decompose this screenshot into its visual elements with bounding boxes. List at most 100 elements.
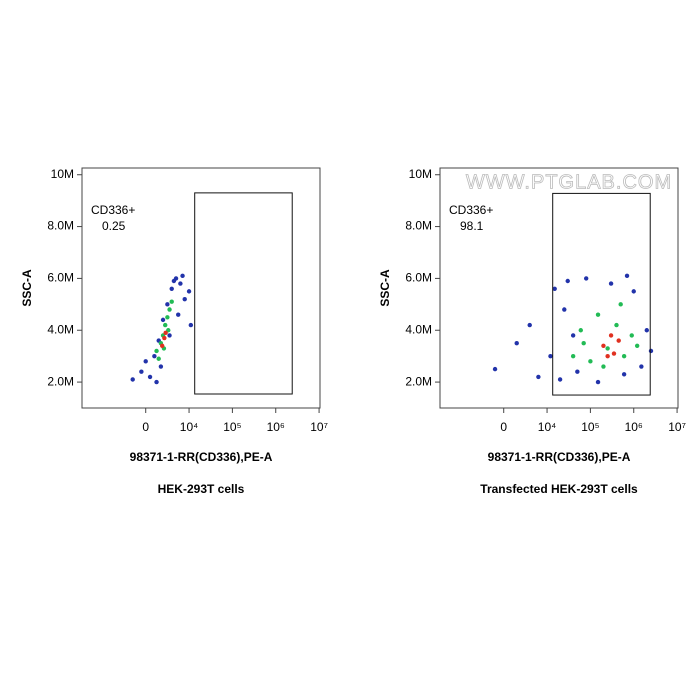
event-point [588, 359, 593, 364]
event-point [167, 307, 172, 312]
event-point [130, 377, 135, 382]
gate-value: 0.25 [102, 219, 126, 233]
event-point [158, 364, 164, 369]
event-point [565, 278, 570, 284]
x-axis-label: 98371-1-RR(CD336),PE-A [488, 450, 631, 464]
event-point [608, 281, 614, 286]
y-tick-label: 10M [51, 167, 74, 181]
x-tick-label: 10⁶ [267, 420, 285, 434]
event-point [154, 348, 159, 354]
y-tick-label: 2.0M [405, 374, 432, 388]
y-tick-label: 2.0M [47, 374, 74, 388]
event-point [147, 374, 153, 380]
plot-frame [81, 167, 321, 409]
event-point [167, 333, 172, 338]
gate-label: CD336+ [449, 203, 493, 217]
y-axis-label: SSC-A [20, 269, 34, 307]
event-point [156, 356, 161, 361]
event-point [169, 299, 174, 304]
y-tick-label: 8.0M [405, 219, 432, 233]
event-point [581, 341, 586, 346]
event-point [621, 353, 627, 359]
y-axis-label: SSC-A [378, 269, 392, 307]
event-point [180, 273, 185, 279]
x-tick-label: 10⁶ [625, 420, 643, 434]
event-point [570, 333, 576, 338]
event-point [595, 312, 601, 317]
event-point [608, 333, 614, 338]
event-point [160, 317, 166, 323]
event-point [605, 353, 610, 359]
x-tick-label: 10⁵ [581, 420, 599, 434]
event-point [583, 276, 589, 281]
chart-title: HEK-293T cells [158, 482, 245, 496]
event-point [601, 364, 606, 369]
plot-frame [439, 167, 679, 409]
x-tick-label: 10⁴ [180, 420, 199, 434]
event-point [616, 338, 621, 343]
x-tick-label: 10⁴ [538, 420, 557, 434]
event-point [154, 379, 159, 385]
event-point [163, 330, 168, 336]
y-tick-label: 4.0M [405, 322, 432, 336]
event-point [548, 353, 553, 359]
event-point [152, 353, 157, 359]
x-tick-label: 0 [500, 420, 507, 434]
y-tick-label: 6.0M [47, 271, 74, 285]
x-axis-label: 98371-1-RR(CD336),PE-A [130, 450, 273, 464]
event-point [595, 379, 601, 385]
event-point [165, 302, 170, 307]
event-point [644, 328, 649, 333]
event-point [492, 366, 498, 372]
x-tick-label: 0 [142, 420, 149, 434]
event-point [562, 307, 567, 312]
event-point [578, 328, 583, 333]
y-tick-label: 6.0M [405, 271, 432, 285]
y-tick-label: 8.0M [47, 219, 74, 233]
event-point [143, 359, 148, 364]
event-point [634, 343, 640, 348]
event-point [601, 343, 606, 348]
gate-label: CD336+ [91, 203, 135, 217]
event-point [162, 335, 167, 341]
event-point [605, 346, 610, 351]
event-point [575, 369, 580, 374]
gate-value: 98.1 [460, 219, 484, 233]
event-point [176, 312, 181, 317]
event-point [552, 286, 557, 291]
event-point [611, 351, 617, 356]
y-tick-label: 4.0M [47, 322, 74, 336]
event-point [621, 372, 627, 377]
gate [194, 192, 293, 395]
watermark: WWW.PTGLAB.COM [466, 171, 672, 193]
y-tick-label: 10M [409, 167, 432, 181]
x-tick-label: 10⁵ [223, 420, 241, 434]
event-point [570, 353, 576, 359]
event-point [527, 322, 532, 328]
event-point [169, 286, 174, 291]
event-point [614, 322, 619, 328]
event-point [631, 289, 636, 294]
chart-title: Transfected HEK-293T cells [480, 482, 638, 496]
event-point [648, 348, 654, 354]
x-tick-label: 10⁷ [668, 420, 686, 434]
event-point [182, 296, 187, 302]
event-point [171, 278, 177, 284]
x-tick-label: 10⁷ [310, 420, 328, 434]
event-point [536, 374, 541, 380]
event-point [618, 302, 623, 307]
event-point [159, 343, 165, 348]
gate [552, 192, 651, 396]
event-point [188, 322, 194, 328]
event-point [514, 341, 519, 346]
event-point [163, 322, 168, 328]
event-point [139, 369, 144, 374]
event-point [639, 364, 644, 369]
event-point [186, 289, 192, 294]
event-point [629, 333, 634, 338]
event-point [557, 377, 563, 382]
event-point [178, 281, 183, 286]
event-point [624, 273, 630, 279]
event-point [165, 315, 170, 320]
